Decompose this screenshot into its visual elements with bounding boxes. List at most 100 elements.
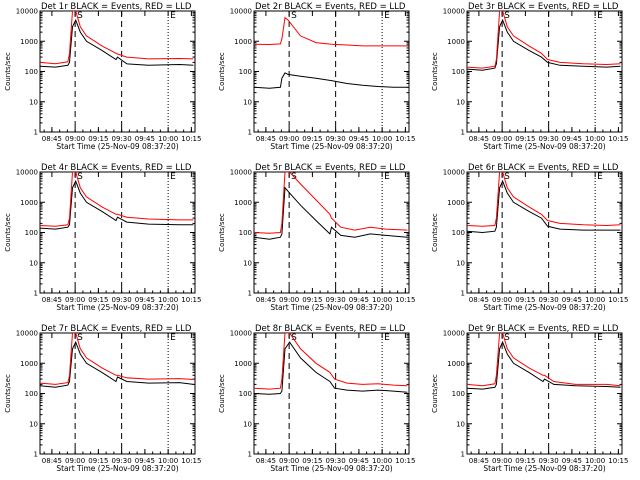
x-tick-label: 09:30 [326,135,346,143]
y-tick-label: 1000 [20,38,38,46]
x-tick-label: 09:00 [279,135,299,143]
plot-frame [39,10,196,133]
y-tick-label: 1 [34,129,38,137]
x-tick-label: 09:45 [135,135,155,143]
marker-label-E: E [597,333,603,343]
marker-label-S: S [504,333,510,343]
marker-label-E: E [597,11,603,21]
panel-title: Det 1r BLACK = Events, RED = LLD [41,2,192,12]
plot-frame [466,171,623,294]
y-tick-label: 10000 [16,169,38,177]
series-line-events [467,179,621,234]
marker-label-S: S [504,11,510,21]
panel-det-4: Det 4r BLACK = Events, RED = LLD Counts/s… [4,163,201,312]
plot-frame [466,10,623,133]
x-tick-label: 09:15 [302,296,322,304]
series-line-events [40,179,194,230]
y-axis-label: Counts/sec [218,213,226,252]
plot-frame [253,10,410,133]
panel-title: Det 8r BLACK = Events, RED = LLD [255,324,406,334]
y-tick-label: 1 [34,290,38,298]
x-tick-label: 10:15 [395,296,415,304]
panel-title: Det 4r BLACK = Events, RED = LLD [41,163,192,173]
panel-det-1: Det 1r BLACK = Events, RED = LLD Counts/s… [4,2,201,151]
x-tick-label: 08:45 [42,296,62,304]
y-tick-label: 100 [25,68,38,76]
plot-frame [39,171,196,294]
series-line-lld [467,11,621,69]
x-tick-label: 09:30 [326,457,346,465]
y-tick-label: 1000 [447,199,465,207]
y-tick-label: 1 [248,129,252,137]
marker-label-E: E [597,172,603,182]
y-axis-label: Counts/sec [4,374,12,413]
y-tick-label: 10 [243,259,252,267]
marker-label-E: E [170,333,176,343]
panel-det-6: Det 6r BLACK = Events, RED = LLD Counts/s… [431,163,628,312]
series-line-events [40,18,194,68]
x-tick-label: 09:00 [492,296,512,304]
marker-label-E: E [170,172,176,182]
y-tick-label: 1000 [447,38,465,46]
panel-title: Det 9r BLACK = Events, RED = LLD [468,324,619,334]
series-line-lld [254,16,408,47]
series-line-lld [467,172,621,227]
y-tick-label: 10 [29,98,38,106]
x-tick-label: 09:45 [562,457,582,465]
y-axis-label: Counts/sec [4,52,12,91]
series-line-events [254,341,408,395]
x-tick-label: 09:45 [135,296,155,304]
x-axis-label: Start Time (25-Nov-09 08:37:20) [56,303,178,312]
x-tick-label: 09:15 [88,296,108,304]
series-line-lld [254,333,408,390]
y-tick-label: 100 [25,390,38,398]
y-tick-label: 10 [456,420,465,428]
y-tick-label: 100 [452,390,465,398]
marker-label-S: S [291,333,297,343]
x-tick-label: 10:15 [395,135,415,143]
series-line-events [254,186,408,240]
marker-label-E: E [170,11,176,21]
y-tick-label: 100 [239,68,252,76]
panel-det-7: Det 7r BLACK = Events, RED = LLD Counts/s… [4,324,201,473]
y-tick-label: 10 [243,420,252,428]
x-tick-label: 09:30 [539,296,559,304]
panel-title: Det 2r BLACK = Events, RED = LLD [255,2,406,12]
x-tick-label: 10:15 [181,457,201,465]
series-line-lld [40,172,194,227]
x-tick-label: 08:45 [256,135,276,143]
x-tick-label: 09:00 [492,457,512,465]
x-tick-label: 09:00 [65,296,85,304]
x-tick-label: 10:00 [372,296,392,304]
x-tick-label: 08:45 [469,135,489,143]
x-tick-label: 10:00 [372,135,392,143]
y-tick-label: 1 [461,129,465,137]
x-tick-label: 08:45 [469,296,489,304]
y-tick-label: 1000 [20,360,38,368]
y-axis-label: Counts/sec [431,213,439,252]
y-tick-label: 1000 [234,38,252,46]
marker-label-S: S [291,11,297,21]
panel-title: Det 3r BLACK = Events, RED = LLD [468,2,619,12]
series-line-lld [467,333,621,387]
x-axis-label: Start Time (25-Nov-09 08:37:20) [270,464,392,473]
y-tick-label: 10000 [230,169,252,177]
y-tick-label: 10 [243,98,252,106]
x-tick-label: 09:30 [112,457,132,465]
x-axis-label: Start Time (25-Nov-09 08:37:20) [483,464,605,473]
y-tick-label: 10 [456,259,465,267]
marker-label-S: S [504,172,510,182]
x-axis-label: Start Time (25-Nov-09 08:37:20) [483,303,605,312]
y-tick-label: 100 [452,229,465,237]
x-tick-label: 09:30 [112,135,132,143]
plot-frame [39,332,196,455]
series-line-events [467,18,621,71]
y-tick-label: 1 [248,290,252,298]
y-tick-label: 10000 [230,8,252,16]
x-tick-label: 09:45 [349,135,369,143]
x-tick-label: 09:45 [562,135,582,143]
y-axis-label: Counts/sec [4,213,12,252]
y-tick-label: 10000 [16,8,38,16]
y-tick-label: 10000 [230,330,252,338]
